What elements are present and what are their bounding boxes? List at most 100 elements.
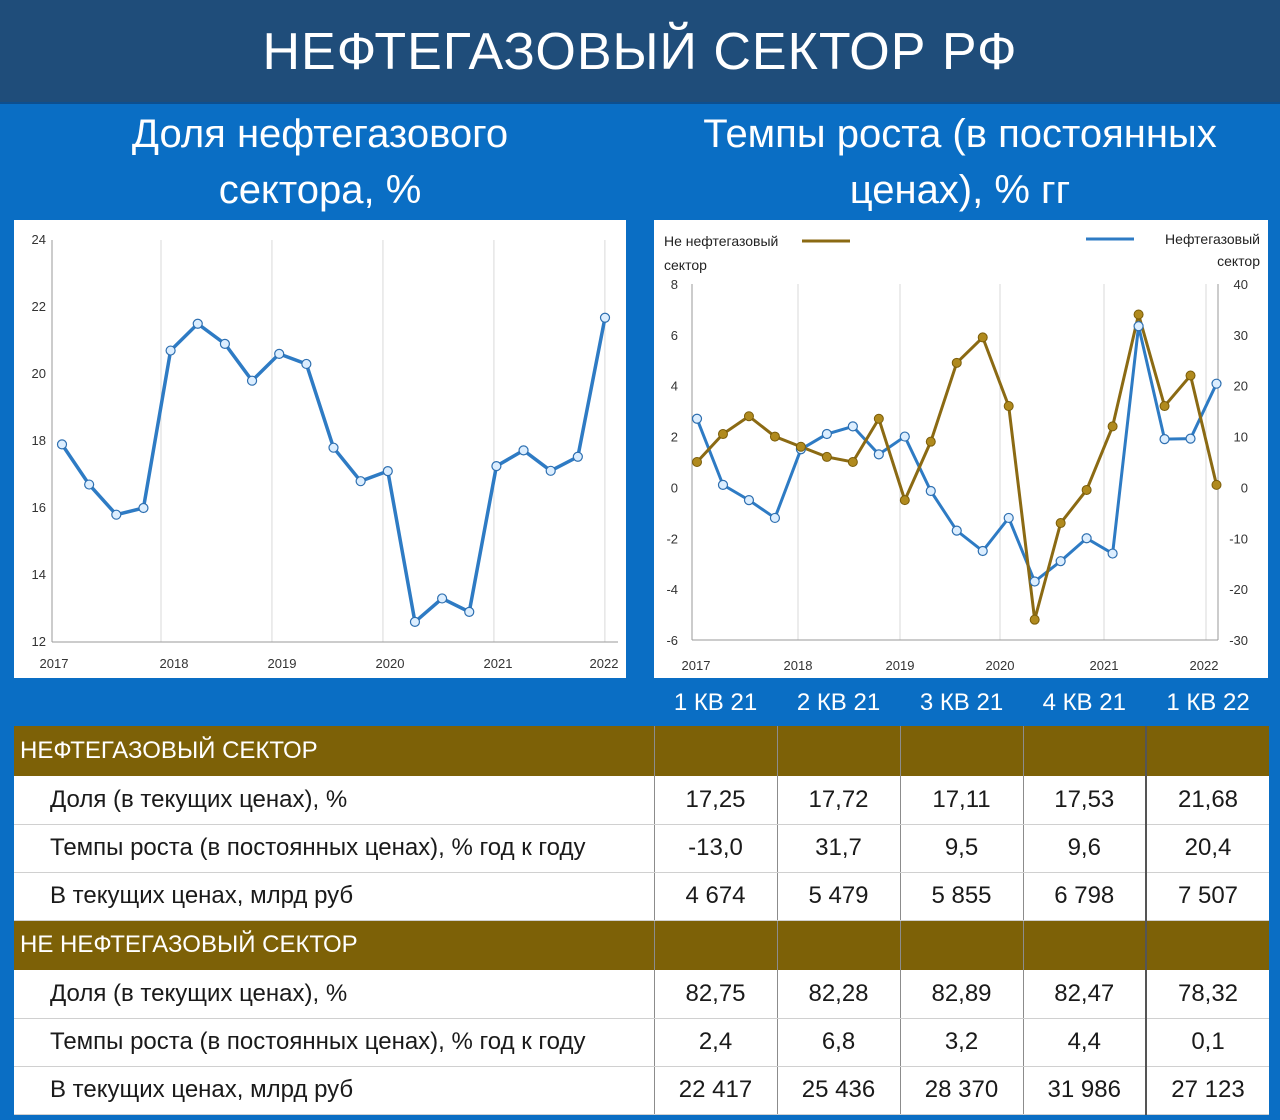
x-tick-label: 2019 bbox=[886, 658, 915, 673]
oil-gas-growth-point bbox=[1029, 576, 1040, 587]
value-cell: 82,89 bbox=[899, 970, 1023, 1019]
value-cell: 31,7 bbox=[776, 824, 900, 873]
value-cell: 82,47 bbox=[1022, 970, 1146, 1019]
oil-gas-growth-point bbox=[1055, 556, 1066, 567]
oil-gas-growth-point bbox=[1003, 512, 1014, 524]
oil-gas-share-point bbox=[192, 318, 203, 329]
oil-gas-share-point bbox=[246, 375, 258, 386]
value-cell: 78,32 bbox=[1145, 970, 1269, 1019]
non-oil-gas-growth-point bbox=[899, 495, 910, 506]
x-tick-label: 2022 bbox=[1190, 658, 1219, 673]
oil-gas-share-point bbox=[355, 476, 366, 487]
oil-gas-growth-point bbox=[873, 449, 884, 460]
oil-gas-growth-point bbox=[691, 413, 703, 424]
section-blank-cell bbox=[653, 726, 777, 776]
row-label: Темпы роста (в постоянных ценах), % год … bbox=[14, 1018, 654, 1067]
legend-label-oil-gas: Нефтегазовый bbox=[1165, 231, 1260, 247]
growth-rates-chart: -6 -4 -2 0 2 4 6 8 -30 -20 -10 0 10 20 30 40 2017 2018 201… bbox=[654, 220, 1268, 678]
section-blank-cell bbox=[899, 920, 1023, 970]
oil-gas-share-point bbox=[84, 479, 95, 490]
oil-gas-growth-point bbox=[717, 479, 729, 490]
left-subtitle-line-1: Доля нефтегазового bbox=[131, 112, 509, 156]
oil-gas-share-point bbox=[274, 348, 285, 359]
left-y-tick-label: 2 bbox=[671, 430, 678, 445]
value-cell: 9,6 bbox=[1022, 824, 1146, 873]
sector-data-table: 1 КВ 21 2 КВ 21 3 КВ 21 4 КВ 21 1 КВ 22 НЕФТЕ… bbox=[14, 680, 1269, 1115]
value-cell: 7 507 bbox=[1145, 872, 1269, 921]
oil-gas-share-point bbox=[491, 461, 502, 472]
non-oil-gas-growth-point bbox=[743, 411, 754, 422]
column-header: 1 КВ 21 bbox=[653, 680, 777, 726]
non-oil-gas-growth-point bbox=[1003, 401, 1014, 412]
row-label: Темпы роста (в постоянных ценах), % год … bbox=[14, 824, 654, 873]
y-tick-label: 16 bbox=[32, 500, 46, 515]
value-cell: 82,75 bbox=[653, 970, 777, 1019]
section-blank-cell bbox=[1145, 920, 1269, 970]
section-header-row: НЕ НЕФТЕГАЗОВЫЙ СЕКТОР bbox=[14, 920, 1269, 970]
oil-gas-share-point bbox=[545, 465, 556, 476]
row-label: В текущих ценах, млрд руб bbox=[14, 872, 654, 921]
legend-label-oil-gas: сектор bbox=[1217, 253, 1260, 269]
oil-gas-share-line bbox=[60, 317, 607, 626]
row-label: В текущих ценах, млрд руб bbox=[14, 1066, 654, 1115]
x-tick-label: 2018 bbox=[784, 658, 813, 673]
value-cell: 27 123 bbox=[1145, 1066, 1269, 1115]
legend-label-non-oil-gas: сектор bbox=[664, 257, 707, 273]
section-blank-cell bbox=[776, 920, 900, 970]
x-tick-label: 2017 bbox=[682, 658, 711, 673]
section-title: НЕФТЕГАЗОВЫЙ СЕКТОР bbox=[14, 726, 654, 776]
right-y-tick-label: 0 bbox=[1241, 480, 1248, 495]
table-row: Доля (в текущих ценах), % 17,25 17,72 17,11… bbox=[14, 776, 1269, 825]
left-y-tick-label: -4 bbox=[666, 582, 678, 597]
right-y-tick-label: 20 bbox=[1234, 379, 1248, 394]
value-cell: 82,28 bbox=[776, 970, 900, 1019]
section-blank-cell bbox=[1022, 920, 1146, 970]
column-header: 2 КВ 21 bbox=[776, 680, 900, 726]
oil-gas-share-point bbox=[409, 616, 421, 627]
value-cell: 9,5 bbox=[899, 824, 1023, 873]
value-cell: 17,11 bbox=[899, 776, 1023, 825]
oil-gas-share-point bbox=[382, 466, 393, 477]
x-tick-label: 2017 bbox=[40, 656, 69, 671]
value-cell: 6,8 bbox=[776, 1018, 900, 1067]
y-tick-label: 12 bbox=[32, 634, 46, 649]
oil-gas-share-point bbox=[518, 445, 529, 456]
oil-gas-share-point bbox=[572, 451, 583, 462]
table-row: В текущих ценах, млрд руб 22 417 25 436 28 … bbox=[14, 1066, 1269, 1115]
value-cell: 25 436 bbox=[776, 1066, 900, 1115]
non-oil-gas-growth-point bbox=[1133, 309, 1144, 320]
section-blank-cell bbox=[1145, 726, 1269, 776]
oil-gas-growth-point bbox=[821, 428, 832, 440]
oil-gas-share-point bbox=[56, 439, 68, 450]
oil-gas-share-point bbox=[599, 312, 611, 323]
non-oil-gas-growth-point bbox=[1029, 614, 1040, 625]
value-cell: 2,4 bbox=[653, 1018, 777, 1067]
column-header: 1 КВ 22 bbox=[1145, 680, 1269, 726]
left-subtitle-line-2: сектора, % bbox=[218, 168, 422, 212]
oil-gas-share-point bbox=[138, 502, 149, 514]
right-chart-subtitle: Темпы роста (в постоянных ценах), % гг bbox=[660, 106, 1260, 218]
right-y-tick-label: 10 bbox=[1234, 430, 1248, 445]
value-cell: 17,72 bbox=[776, 776, 900, 825]
value-cell: 3,2 bbox=[899, 1018, 1023, 1067]
table-row: В текущих ценах, млрд руб 4 674 5 479 5 855… bbox=[14, 872, 1269, 921]
right-y-tick-label: 30 bbox=[1234, 328, 1248, 343]
non-oil-gas-growth-point bbox=[1159, 401, 1170, 412]
section-header-row: НЕФТЕГАЗОВЫЙ СЕКТОР bbox=[14, 726, 1269, 776]
page-title: НЕФТЕГАЗОВЫЙ СЕКТОР РФ bbox=[0, 0, 1280, 102]
non-oil-gas-growth-point bbox=[951, 357, 962, 368]
oil-gas-growth-point bbox=[743, 495, 755, 506]
right-y-tick-label: -20 bbox=[1229, 582, 1248, 597]
left-y-tick-label: 0 bbox=[671, 480, 678, 495]
column-header: 4 КВ 21 bbox=[1022, 680, 1146, 726]
non-oil-gas-growth-point bbox=[847, 457, 858, 467]
value-cell: 6 798 bbox=[1022, 872, 1146, 921]
oil-gas-growth-point bbox=[1081, 533, 1092, 544]
non-oil-gas-growth-point bbox=[795, 441, 806, 452]
oil-gas-growth-point bbox=[899, 431, 910, 442]
oil-gas-share-point bbox=[464, 606, 475, 617]
left-y-tick-label: -6 bbox=[666, 633, 678, 648]
value-cell: 17,53 bbox=[1022, 776, 1146, 825]
non-oil-gas-growth-point bbox=[717, 429, 728, 440]
